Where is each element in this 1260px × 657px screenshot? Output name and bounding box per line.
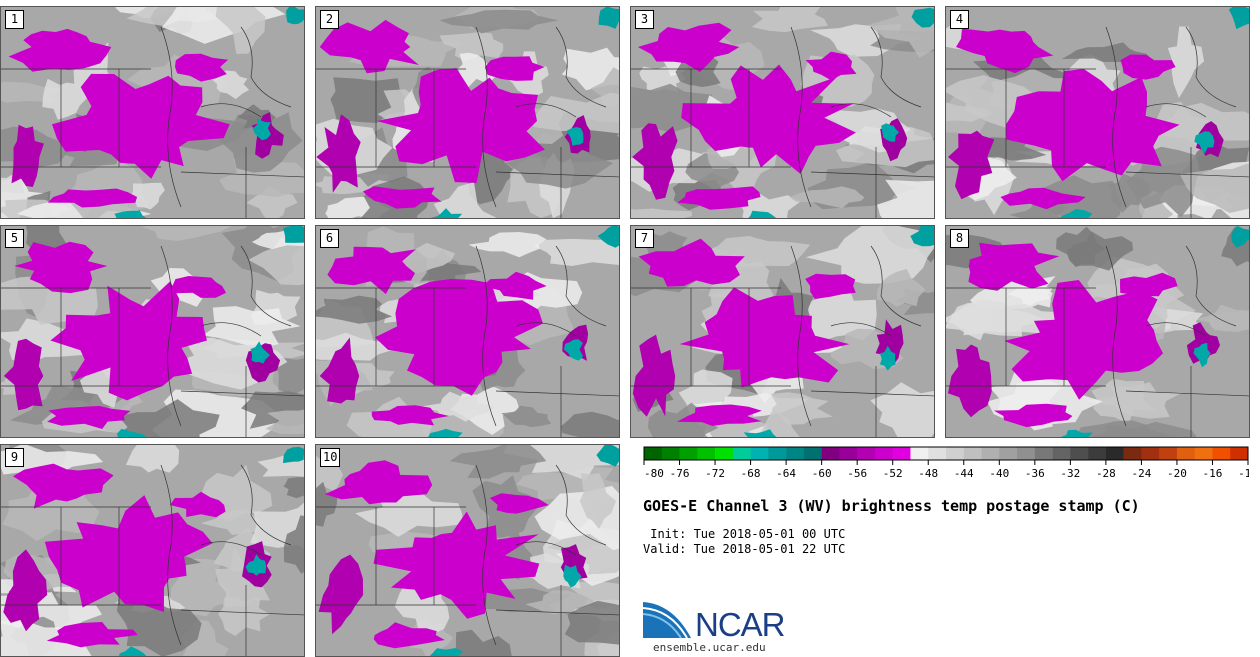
colorbar-swatch [697,447,716,460]
colorbar-tick-label: -16 [1203,467,1223,480]
panel-number-label: 8 [950,229,969,248]
colorbar-swatch [1141,447,1160,460]
colorbar-tick-label: -28 [1096,467,1116,480]
colorbar-outline [643,446,1249,461]
colorbar-swatch [1070,447,1089,460]
member-panel: 4 [945,6,1250,219]
colorbar-swatch [857,447,876,460]
member-panel: 6 [315,225,620,438]
panel-number-label: 4 [950,10,969,29]
colorbar-swatch [715,447,734,460]
colorbar-tick-label: -64 [776,467,796,480]
colorbar-swatch [1052,447,1071,460]
member-panel: 3 [630,6,935,219]
ncar-logo-icon [643,602,691,639]
colorbar-tick-label: -24 [1131,467,1151,480]
colorbar-swatch [1159,447,1178,460]
member-panel: 10 [315,444,620,657]
ncar-logo-text: NCAR [695,606,786,643]
colorbar-tick-label: -36 [1025,467,1045,480]
member-panel: 9 [0,444,305,657]
colorbar-swatch [1176,447,1195,460]
panel-number-label: 2 [320,10,339,29]
panel-number-label: 1 [5,10,24,29]
colorbar-swatch [1230,447,1249,460]
colorbar-swatch [1123,447,1142,460]
colorbar-tick-label: -76 [670,467,690,480]
colorbar-tick-label: -20 [1167,467,1187,480]
panel-number-label: 3 [635,10,654,29]
colorbar-swatch [1212,447,1231,460]
colorbar-tick-label: -68 [741,467,761,480]
panel-number-label: 7 [635,229,654,248]
member-panel: 2 [315,6,620,219]
panel-number-label: 6 [320,229,339,248]
colorbar-swatch [839,447,858,460]
colorbar-tick-label: -60 [812,467,832,480]
figure-title: GOES-E Channel 3 (WV) brightness temp po… [643,497,1140,515]
colorbar-swatch [750,447,769,460]
panel-number-label: 5 [5,229,24,248]
member-panel: 7 [630,225,935,438]
colorbar-tick-label: -48 [918,467,938,480]
colorbar-swatch [821,447,840,460]
colorbar-tick-label: -52 [883,467,903,480]
colorbar-swatch [679,447,698,460]
colorbar-swatch [803,447,822,460]
colorbar-swatch [1017,447,1036,460]
member-panel: 8 [945,225,1250,438]
panel-number-label: 9 [5,448,24,467]
colorbar-swatch [928,447,947,460]
colorbar-swatch [910,447,929,460]
member-panel: 5 [0,225,305,438]
colorbar-swatch [1194,447,1213,460]
colorbar-tick-label: -72 [705,467,725,480]
colorbar: -80 -76 -72 -68 -64 -60 -56 -52 -48 -44 -40 -36 -32 -… [643,446,1249,480]
colorbar-swatch [946,447,965,460]
member-panel: 1 [0,6,305,219]
logo-url: ensemble.ucar.edu [653,641,766,654]
colorbar-swatch [732,447,751,460]
colorbar-tick-label: -80 [644,467,664,480]
panel-number-label: 10 [320,448,341,467]
colorbar-tick-label: -40 [989,467,1009,480]
colorbar-swatch [1034,447,1053,460]
valid-time: Valid: Tue 2018-05-01 22 UTC [643,542,846,556]
colorbar-swatch [661,447,680,460]
colorbar-swatch [1105,447,1124,460]
colorbar-tick-label: -44 [954,467,974,480]
colorbar-swatch [768,447,787,460]
colorbar-swatch [874,447,893,460]
init-time: Init: Tue 2018-05-01 00 UTC [643,527,846,541]
colorbar-swatch [786,447,805,460]
colorbar-swatch [892,447,911,460]
colorbar-swatch [1088,447,1107,460]
colorbar-tick-label: -32 [1060,467,1080,480]
colorbar-tick-label: -12 [1238,467,1249,480]
colorbar-swatch [999,447,1018,460]
colorbar-swatch [963,447,982,460]
colorbar-tick-label: -56 [847,467,867,480]
colorbar-swatch [644,447,663,460]
colorbar-swatch [981,447,1000,460]
